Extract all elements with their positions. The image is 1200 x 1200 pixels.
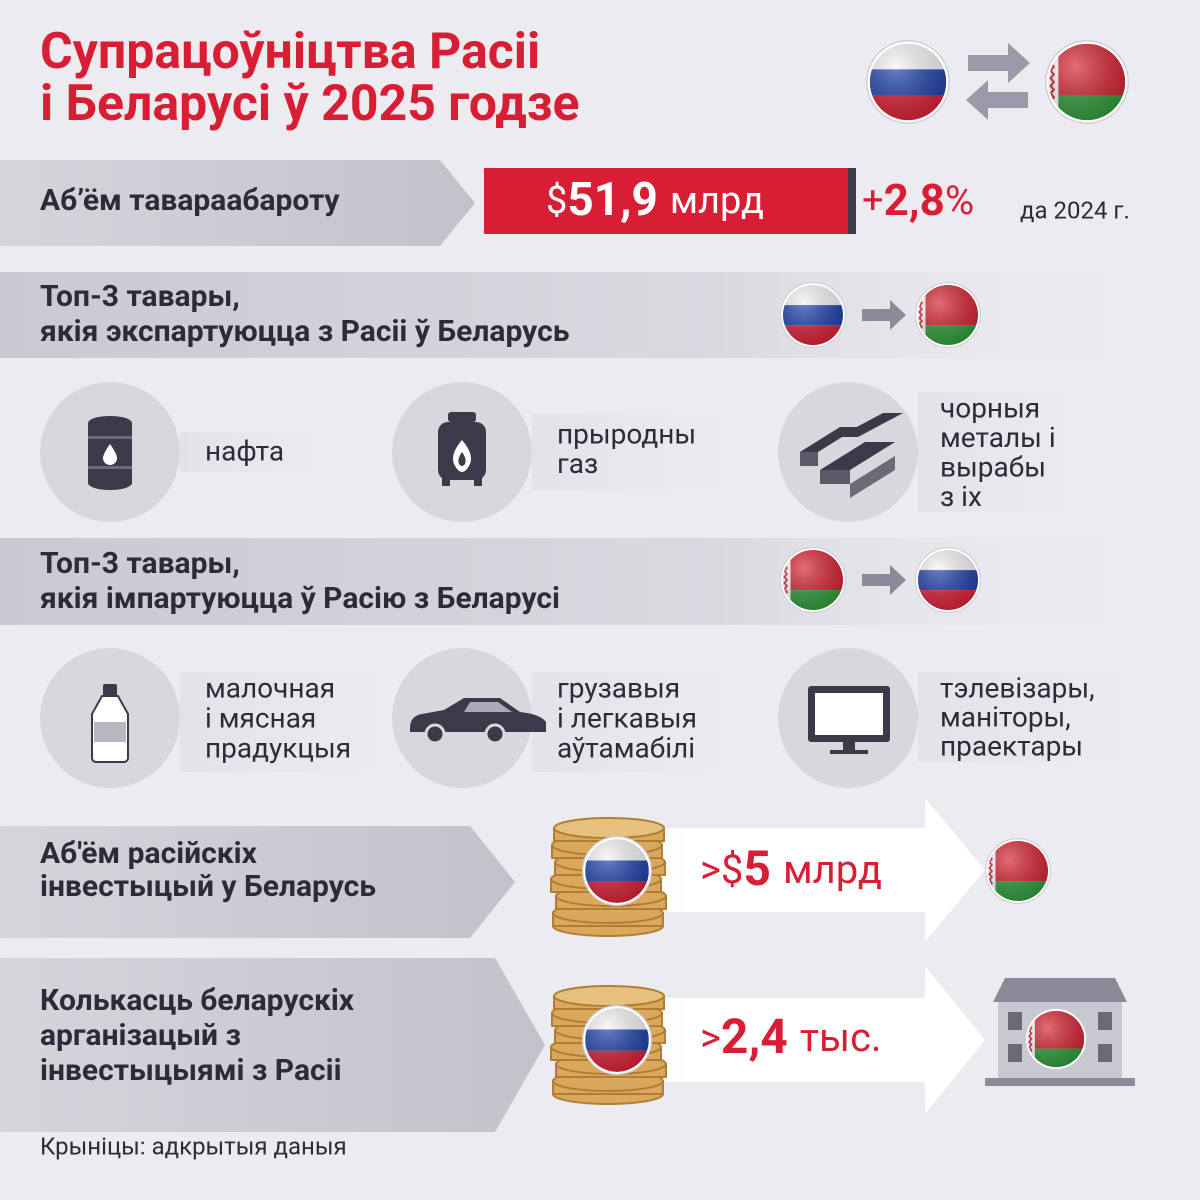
trade-change: +2,8% bbox=[862, 174, 974, 226]
item-label: маніторы, bbox=[940, 700, 1071, 733]
organizations-label: Колькасць беларускіх bbox=[40, 983, 355, 1018]
unit: % bbox=[945, 177, 974, 224]
belarus-flag bbox=[1046, 41, 1128, 123]
russia-flag bbox=[781, 283, 846, 348]
unit: млрд bbox=[783, 846, 882, 893]
arrow-right bbox=[968, 43, 1030, 83]
item-label: металы і bbox=[940, 421, 1056, 454]
trade-value: $51,9 млрд bbox=[546, 173, 764, 227]
heading-line: Топ-3 тавары, bbox=[40, 279, 240, 314]
item-label: і мясная bbox=[205, 701, 316, 734]
comparison: да 2024 г. bbox=[1020, 196, 1130, 224]
item-label: і легкавыя bbox=[557, 701, 697, 734]
currency: $ bbox=[546, 179, 567, 223]
icons bbox=[88, 412, 903, 763]
item-label: прыродны bbox=[557, 417, 696, 450]
investments-label: інвестыцый у Беларусь bbox=[40, 869, 376, 904]
investments-label: Аб'ём расійскіх bbox=[40, 836, 258, 871]
belarus-flag bbox=[986, 839, 1051, 904]
arrow-right bbox=[862, 565, 906, 595]
unit: тыс. bbox=[800, 1014, 882, 1061]
russia-flag bbox=[583, 1006, 652, 1075]
unit: млрд bbox=[670, 179, 764, 223]
heading-line: якія імпартуюцца ў Расію з Беларусі bbox=[40, 581, 560, 616]
band-arrow bbox=[0, 160, 475, 246]
label-boxes bbox=[180, 392, 1138, 772]
russia-flag bbox=[583, 837, 652, 906]
belarus-flag bbox=[916, 283, 981, 348]
item-label: вырабы bbox=[940, 450, 1046, 483]
item-label: малочная bbox=[205, 671, 335, 704]
arrow-left bbox=[966, 80, 1028, 120]
investments-value: >$5 млрд bbox=[700, 840, 882, 897]
item-label: з іх bbox=[940, 480, 982, 513]
source: Крыніцы: адкрытыя даныя bbox=[40, 1132, 347, 1160]
value-box bbox=[484, 168, 856, 234]
item-label: тэлевізары, bbox=[940, 671, 1095, 704]
russia-flag bbox=[916, 548, 981, 613]
prefix: >$ bbox=[700, 846, 743, 893]
title-line: і Беларусі ў 2025 годзе bbox=[40, 75, 580, 133]
title-line: Супрацоўніцтва Расіі bbox=[40, 23, 540, 81]
prefix: > bbox=[700, 1014, 721, 1061]
item-label: прадукцыя bbox=[205, 731, 351, 764]
arrow-right bbox=[862, 300, 906, 330]
item-label: аўтамабілі bbox=[557, 731, 695, 764]
amount: 5 bbox=[743, 840, 771, 897]
item-label: нафта bbox=[205, 434, 284, 467]
value-box-edge bbox=[848, 168, 856, 234]
heading-line: якія экспартуюцца з Расіі ў Беларусь bbox=[40, 314, 570, 349]
trade-label: Аб’ём тавараабароту bbox=[40, 183, 340, 218]
belarus-flag bbox=[781, 548, 846, 613]
item-label: газ bbox=[557, 447, 598, 480]
band-arrow bbox=[0, 826, 515, 938]
amount: 51,9 bbox=[567, 173, 658, 227]
organizations-label: інвестыцыямі з Расіі bbox=[40, 1053, 342, 1088]
item-label: грузавыя bbox=[557, 671, 680, 704]
item-label: праектары bbox=[940, 729, 1083, 762]
organizations-value: >2,4 тыс. bbox=[700, 1008, 882, 1065]
russia-flag bbox=[867, 41, 949, 123]
belarus-flag bbox=[1026, 1009, 1087, 1070]
heading-line: Топ-3 тавары, bbox=[40, 546, 240, 581]
item-label: чорныя bbox=[940, 391, 1040, 424]
sign: + bbox=[862, 179, 884, 223]
amount: 2,8 bbox=[884, 174, 945, 226]
band-arrow bbox=[0, 958, 545, 1132]
band bbox=[0, 272, 1200, 358]
amount: 2,4 bbox=[721, 1008, 788, 1065]
band bbox=[0, 538, 1200, 625]
organizations-label: арганізацый з bbox=[40, 1018, 241, 1053]
